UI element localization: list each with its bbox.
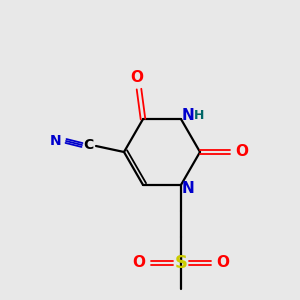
Text: O: O — [236, 145, 248, 160]
Text: O: O — [130, 70, 143, 85]
Text: C: C — [83, 138, 93, 152]
Text: O: O — [133, 255, 146, 270]
Text: N: N — [182, 182, 194, 196]
Text: N: N — [50, 134, 62, 148]
Text: O: O — [217, 255, 230, 270]
Text: S: S — [175, 254, 188, 272]
Text: H: H — [194, 109, 204, 122]
Text: N: N — [182, 108, 194, 123]
